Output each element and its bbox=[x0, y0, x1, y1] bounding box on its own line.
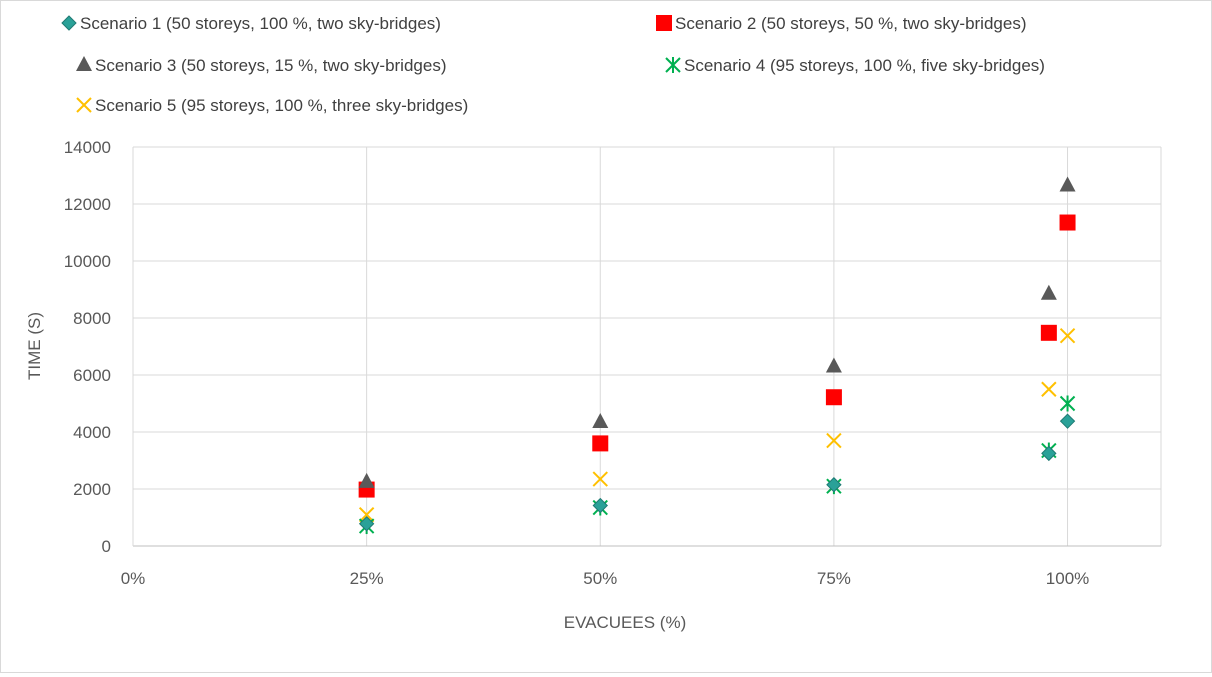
legend-item-4: Scenario 4 (95 storeys, 100 %, five sky-… bbox=[665, 56, 1045, 75]
axes bbox=[132, 147, 1161, 547]
diamond-marker bbox=[1059, 413, 1076, 429]
legend-item-2: Scenario 2 (50 storeys, 50 %, two sky-br… bbox=[656, 14, 1026, 33]
legend-marker bbox=[61, 15, 77, 31]
legend-item-3: Scenario 3 (50 storeys, 15 %, two sky-br… bbox=[76, 56, 446, 75]
x-stroke bbox=[826, 432, 842, 449]
data-point-series-1 bbox=[1041, 445, 1057, 462]
legend-item-5: Scenario 5 (95 storeys, 100 %, three sky… bbox=[76, 96, 468, 115]
legend-marker bbox=[656, 15, 672, 31]
y-tick-label: 2000 bbox=[73, 480, 111, 499]
y-tick-label: 10000 bbox=[64, 252, 111, 271]
diamond-marker bbox=[61, 15, 77, 31]
x-stroke bbox=[358, 506, 375, 523]
legend-label: Scenario 2 (50 storeys, 50 %, two sky-br… bbox=[675, 14, 1026, 33]
y-tick-label: 8000 bbox=[73, 309, 111, 328]
data-points bbox=[358, 176, 1076, 535]
x-tick-label: 50% bbox=[583, 569, 617, 588]
diamond-marker bbox=[1041, 445, 1057, 462]
data-point-series-1 bbox=[358, 516, 375, 532]
x-stroke bbox=[76, 97, 92, 113]
data-point-series-5 bbox=[358, 506, 375, 523]
diamond-marker bbox=[592, 497, 608, 514]
data-point-series-5 bbox=[826, 432, 842, 449]
y-axis-title: TIME (S) bbox=[25, 312, 44, 380]
legend-marker bbox=[76, 56, 92, 71]
legend-item-1: Scenario 1 (50 storeys, 100 %, two sky-b… bbox=[61, 14, 441, 33]
data-point-series-2 bbox=[1059, 214, 1076, 231]
x-tick-label: 100% bbox=[1046, 569, 1089, 588]
data-point-series-2 bbox=[825, 389, 842, 406]
data-point-series-4 bbox=[1059, 395, 1076, 412]
y-tick-label: 6000 bbox=[73, 366, 111, 385]
x-tick-label: 0% bbox=[121, 569, 146, 588]
data-point-series-3 bbox=[358, 472, 375, 488]
data-point-series-1 bbox=[826, 477, 842, 493]
data-point-series-1 bbox=[592, 497, 608, 514]
data-point-series-5 bbox=[1059, 327, 1076, 344]
legend-label: Scenario 1 (50 storeys, 100 %, two sky-b… bbox=[80, 14, 441, 33]
data-point-series-3 bbox=[1059, 176, 1076, 192]
legend-label: Scenario 5 (95 storeys, 100 %, three sky… bbox=[95, 96, 468, 115]
legend-marker bbox=[665, 57, 681, 73]
data-point-series-2 bbox=[1040, 324, 1057, 341]
x-stroke bbox=[1041, 381, 1057, 397]
x-stroke bbox=[592, 471, 608, 487]
data-point-series-3 bbox=[1040, 284, 1057, 300]
legend-label: Scenario 3 (50 storeys, 15 %, two sky-br… bbox=[95, 56, 446, 75]
y-tick-label: 12000 bbox=[64, 195, 111, 214]
x-axis-title: EVACUEES (%) bbox=[564, 613, 687, 632]
x-stroke bbox=[1059, 327, 1076, 344]
data-point-series-2 bbox=[592, 435, 609, 452]
legend-label: Scenario 4 (95 storeys, 100 %, five sky-… bbox=[684, 56, 1045, 75]
x-tick-label: 75% bbox=[817, 569, 851, 588]
gridlines bbox=[133, 146, 1162, 546]
data-point-series-3 bbox=[825, 357, 842, 373]
legend: Scenario 1 (50 storeys, 100 %, two sky-b… bbox=[61, 14, 1045, 115]
data-point-series-5 bbox=[592, 471, 608, 487]
diamond-marker bbox=[358, 516, 375, 532]
data-point-series-3 bbox=[592, 413, 609, 429]
y-tick-label: 14000 bbox=[64, 138, 111, 157]
tick-labels: 0 2000 4000 6000 8000 10000 12000 14000 0% 25% 50%… bbox=[64, 138, 1090, 588]
data-point-series-5 bbox=[1041, 381, 1057, 397]
y-tick-label: 0 bbox=[102, 537, 111, 556]
data-point-series-1 bbox=[1059, 413, 1076, 429]
x-tick-label: 25% bbox=[350, 569, 384, 588]
y-tick-label: 4000 bbox=[73, 423, 111, 442]
legend-marker bbox=[76, 97, 92, 113]
diamond-marker bbox=[826, 477, 842, 493]
